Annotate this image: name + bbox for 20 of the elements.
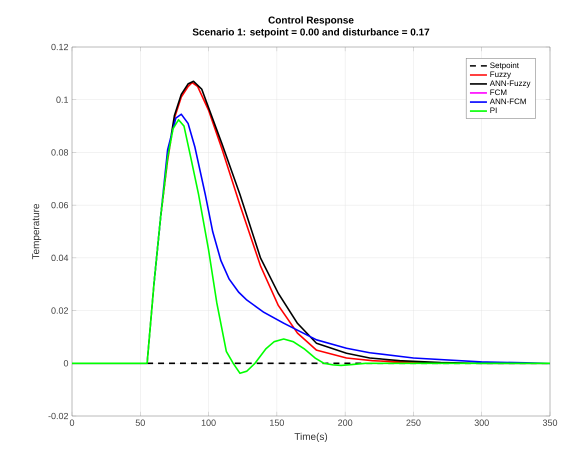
x-tick-label: 350 bbox=[542, 420, 558, 426]
x-tick-label: 200 bbox=[338, 420, 352, 426]
x-tick-label: 50 bbox=[136, 420, 145, 426]
x-tick-label: 0 bbox=[70, 420, 74, 426]
x-tick-label: 150 bbox=[270, 420, 284, 426]
chart-title: Control Response bbox=[268, 16, 354, 26]
y-tick-label: 0.04 bbox=[51, 254, 68, 262]
x-tick-label: 300 bbox=[474, 420, 489, 426]
x-axis-title: Time(s) bbox=[294, 432, 328, 442]
y-tick-label: 0.1 bbox=[56, 96, 68, 103]
y-axis-title: Temperature bbox=[32, 204, 42, 260]
x-tick-label: 100 bbox=[202, 420, 216, 426]
y-tick-label: 0.12 bbox=[51, 44, 68, 50]
chart-subtitle: Scenario 1: setpoint = 0.00 and disturbance = 0.17 bbox=[192, 28, 430, 38]
y-tick-label: 0 bbox=[64, 360, 68, 366]
y-tick-label: 0.06 bbox=[51, 202, 68, 208]
y-tick-label: 0.08 bbox=[51, 149, 68, 156]
y-tick-label: 0.02 bbox=[51, 307, 68, 314]
y-tick-label: -0.02 bbox=[48, 412, 68, 420]
x-tick-label: 250 bbox=[406, 420, 421, 426]
